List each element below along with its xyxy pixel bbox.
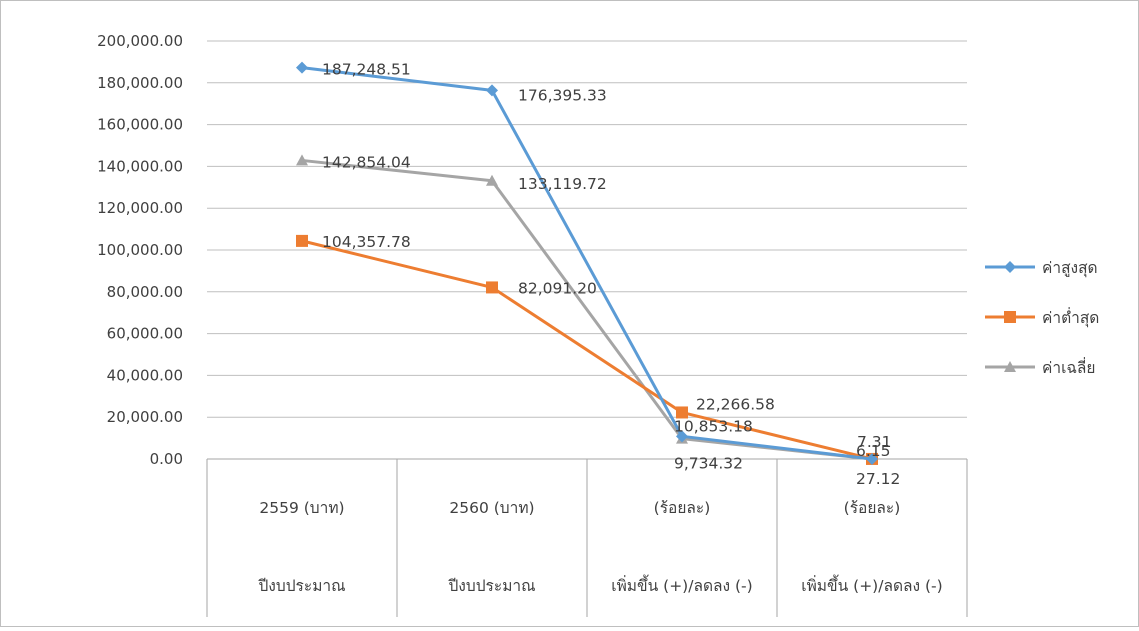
legend-marker xyxy=(1004,361,1016,372)
y-tick-labels: 0.00 20,000.00 40,000.00 60,000.00 80,000.00… xyxy=(97,32,183,468)
category-label-row1: (ร้อยละ) xyxy=(844,499,901,517)
data-label: 6.15 xyxy=(856,442,891,460)
y-tick-label: 60,000.00 xyxy=(107,325,183,343)
data-point xyxy=(866,452,878,465)
data-point xyxy=(676,406,688,419)
y-tick-label: 0.00 xyxy=(150,450,183,468)
series-line-1 xyxy=(301,66,873,461)
data-point xyxy=(296,234,308,247)
legend-label: ค่าต่ำสุด xyxy=(1042,307,1099,328)
category-label-row1: 2559 (บาท) xyxy=(259,499,344,517)
data-labels: 187,248.51 176,395.33 10,853.18 6.15 104,357… xyxy=(322,61,900,488)
y-tick-label: 200,000.00 xyxy=(97,32,183,50)
y-tick-label: 180,000.00 xyxy=(97,74,183,92)
category-label-row1: (ร้อยละ) xyxy=(654,499,711,517)
gridlines xyxy=(207,40,967,418)
data-label: 82,091.20 xyxy=(518,279,597,297)
data-label: 9,734.32 xyxy=(674,455,743,473)
y-tick-label: 140,000.00 xyxy=(97,157,183,175)
y-tick-label: 40,000.00 xyxy=(107,366,183,384)
data-point xyxy=(676,430,688,443)
data-label: 176,395.33 xyxy=(518,86,607,104)
data-label: 142,854.04 xyxy=(322,153,411,171)
legend-marker xyxy=(1004,261,1016,273)
data-label: 7.31 xyxy=(857,433,892,451)
category-label-row2: เพิ่มขึ้น (+)/ลดลง (-) xyxy=(801,574,942,595)
category-labels: 2559 (บาท) ปีงบประมาณ 2560 (บาท) ปีงบประมาณ… xyxy=(258,499,943,595)
y-tick-label: 20,000.00 xyxy=(107,408,183,426)
y-tick-label: 120,000.00 xyxy=(97,199,183,217)
data-label: 187,248.51 xyxy=(322,61,411,79)
series-line-2 xyxy=(301,239,873,461)
y-tick-label: 100,000.00 xyxy=(97,241,183,259)
legend-label: ค่าเฉลี่ย xyxy=(1042,357,1096,377)
y-tick-label: 80,000.00 xyxy=(107,283,183,301)
data-point xyxy=(486,84,498,97)
data-point xyxy=(486,281,498,294)
legend-marker xyxy=(1004,311,1016,323)
data-point xyxy=(296,61,308,74)
data-label: 10,853.18 xyxy=(674,417,753,435)
data-point xyxy=(296,154,308,166)
data-label: 133,119.72 xyxy=(518,175,607,193)
y-tick-label: 160,000.00 xyxy=(97,116,183,134)
category-label-row1: 2560 (บาท) xyxy=(449,499,534,517)
data-label: 22,266.58 xyxy=(696,395,775,413)
legend-label: ค่าสูงสุด xyxy=(1042,259,1098,278)
data-point xyxy=(486,174,498,186)
axes xyxy=(206,458,968,617)
category-label-row2: เพิ่มขึ้น (+)/ลดลง (-) xyxy=(611,574,752,595)
series xyxy=(296,61,878,465)
data-label: 104,357.78 xyxy=(322,233,411,251)
legend: ค่าสูงสุดค่าต่ำสุดค่าเฉลี่ย xyxy=(985,259,1099,377)
data-label: 27.12 xyxy=(856,470,900,488)
category-label-row2: ปีงบประมาณ xyxy=(448,577,536,595)
category-label-row2: ปีงบประมาณ xyxy=(258,577,346,595)
